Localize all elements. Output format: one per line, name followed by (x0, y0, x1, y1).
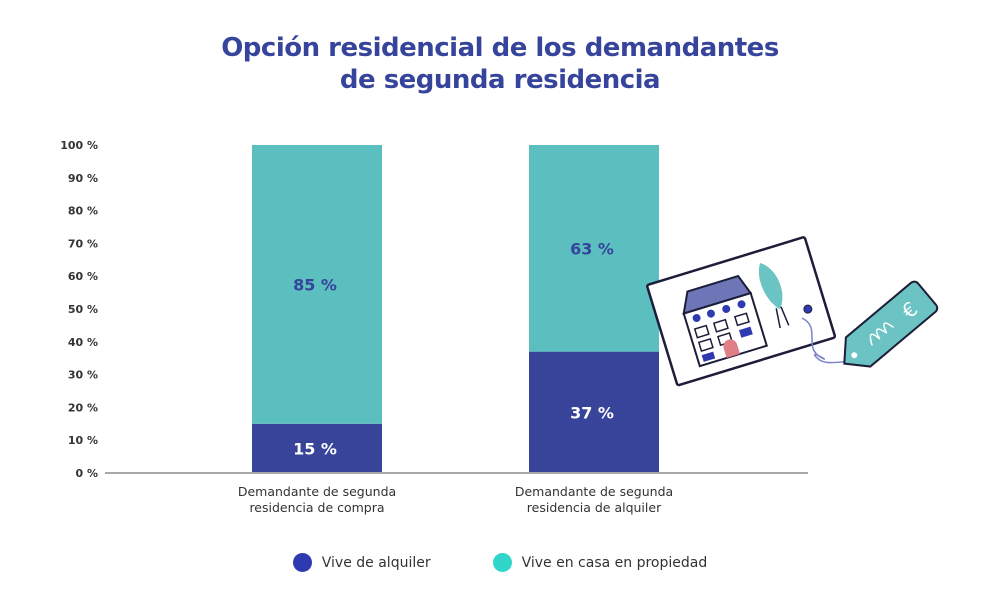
x-tick-label-line: Demandante de segunda (237, 484, 397, 499)
data-label: 15 % (293, 439, 337, 458)
legend-swatch-alquiler (292, 553, 312, 572)
house-postcard-price-tag-illustration: € (646, 236, 939, 387)
y-tick-label: 70 % (68, 237, 98, 250)
y-tick-label: 20 % (68, 401, 98, 414)
y-tick-label: 40 % (68, 336, 98, 349)
x-tick-label-line: Demandante de segunda (514, 484, 674, 499)
y-tick-label: 10 % (68, 434, 98, 447)
chart-title-line-2: de segunda residencia (339, 65, 661, 95)
y-tick-label: 60 % (68, 270, 98, 283)
bar-segment (529, 145, 659, 352)
y-tick-label: 50 % (68, 303, 98, 316)
chart-title: Opción residencial de los demandantes de… (0, 32, 1000, 96)
legend-item-alquiler: Vive de alquiler (292, 553, 431, 572)
legend-swatch-propiedad (492, 553, 512, 572)
legend-label: Vive en casa en propiedad (521, 554, 708, 571)
legend: Vive de alquiler Vive en casa en propied… (0, 553, 1000, 572)
y-tick-label: 30 % (68, 369, 98, 382)
bar-segment (252, 145, 382, 424)
data-label: 85 % (293, 275, 337, 294)
bar-segment (529, 351, 659, 473)
bar-segment (252, 423, 382, 473)
x-tick-label-compra: Demandante de segunda residencia de comp… (217, 484, 417, 516)
y-tick-label: 0 % (75, 467, 98, 480)
data-label: 37 % (570, 403, 614, 422)
x-tick-label-line: residencia de alquiler (526, 500, 662, 515)
x-tick-label-alquiler: Demandante de segunda residencia de alqu… (494, 484, 694, 516)
y-tick-label: 100 % (60, 139, 98, 152)
data-label: 63 % (570, 239, 614, 258)
legend-label: Vive de alquiler (321, 554, 431, 571)
x-tick-label-line: residencia de compra (249, 500, 385, 515)
bars: 15 % 85 % 37 % 63 % (252, 145, 659, 473)
y-tick-label: 80 % (68, 205, 98, 218)
chart-title-line-1: Opción residencial de los demandantes (221, 33, 779, 63)
legend-item-propiedad: Vive en casa en propiedad (492, 553, 708, 572)
y-tick-label: 90 % (68, 172, 98, 185)
y-axis: 0 % 10 % 20 % 30 % 40 % 50 % 60 % 70 % 80 % 90 % 1… (60, 139, 98, 480)
